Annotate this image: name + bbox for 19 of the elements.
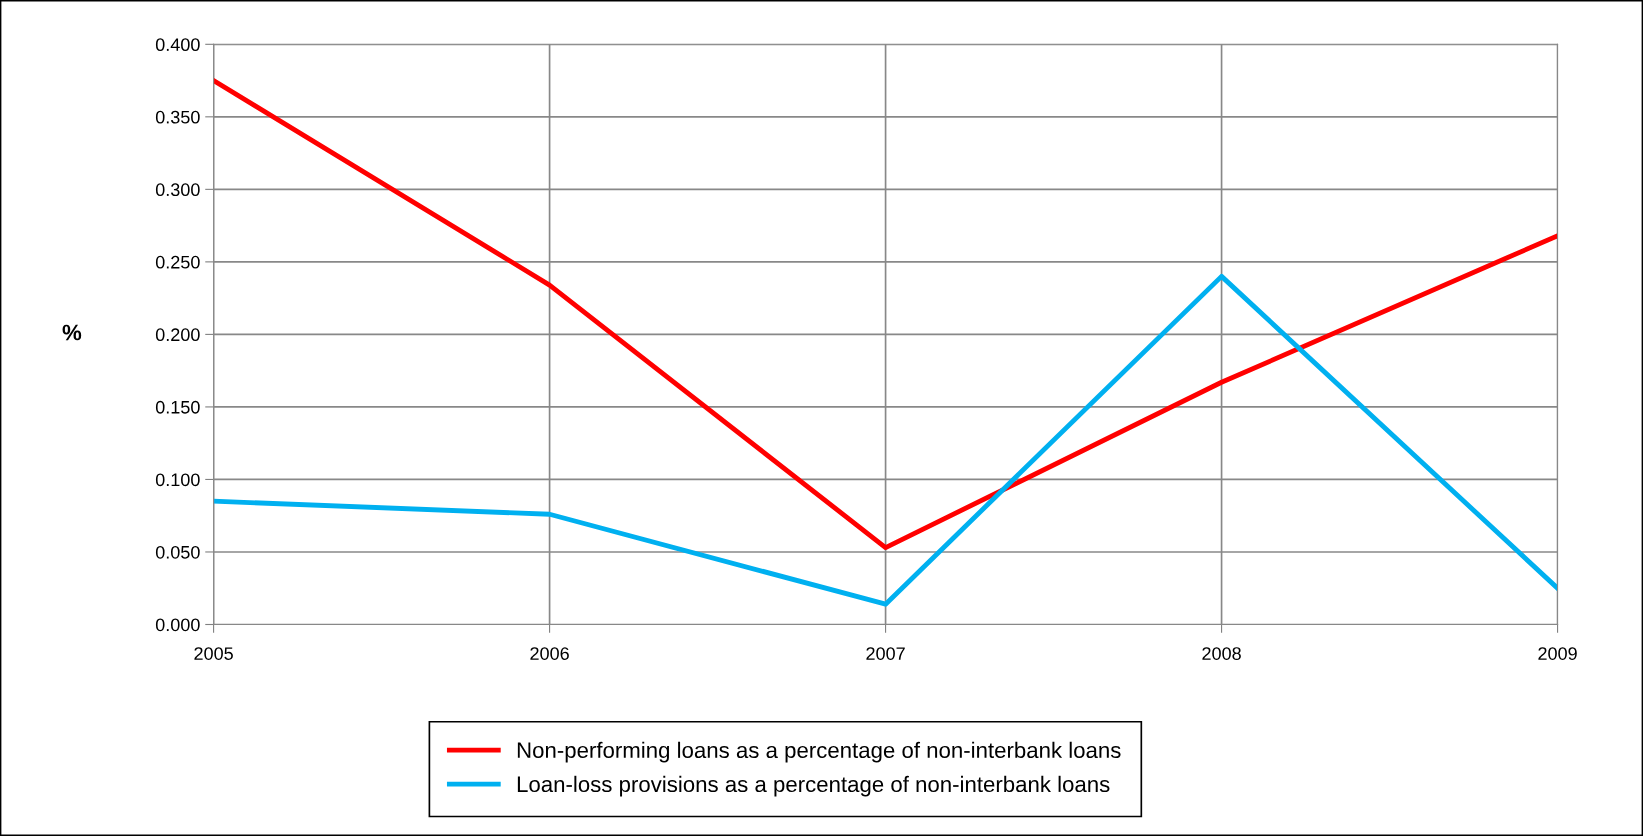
y-tick-label: 0.350 (155, 110, 200, 124)
line-series (213, 78, 1558, 551)
x-tick-label: 2006 (530, 647, 569, 660)
y-tick-label: 0.250 (155, 255, 200, 269)
y-tick-label: 0.100 (155, 473, 200, 487)
y-tick-label: 0.150 (155, 400, 200, 414)
y-axis-title: % (62, 324, 82, 341)
legend-label: Non-performing loans as a percentage of non-interbank loans (517, 741, 1121, 763)
line-series (213, 273, 1558, 607)
y-tick-label: 0.400 (155, 38, 200, 52)
x-tick-label: 2005 (194, 647, 233, 660)
x-tick-label: 2007 (866, 647, 905, 660)
y-tick-label: 0.050 (155, 545, 200, 559)
legend-label: Loan-loss provisions as a percentage of non-interbank loans (517, 775, 1110, 797)
x-tick-label: 2008 (1202, 647, 1241, 660)
x-tick-label: 2009 (1538, 647, 1577, 660)
y-tick-label: 0.300 (155, 183, 200, 197)
y-tick-label: 0.000 (155, 618, 200, 632)
y-tick-label: 0.200 (155, 328, 200, 342)
